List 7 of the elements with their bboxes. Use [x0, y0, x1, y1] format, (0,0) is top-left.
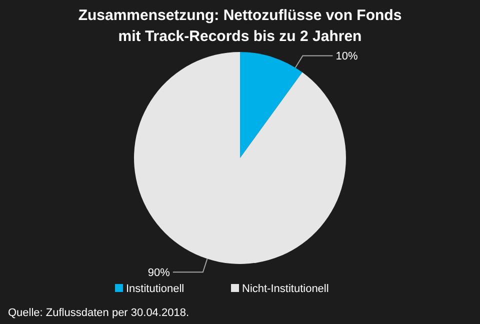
legend-label: Institutionell [126, 283, 184, 295]
pie-slice [240, 52, 302, 158]
data-label: 10% [336, 50, 358, 63]
source-note: Quelle: Zuflussdaten per 30.04.2018. [8, 307, 190, 319]
data-label: 90% [148, 267, 170, 280]
legend-label: Nicht-Institutionell [242, 283, 329, 295]
chart-title: Zusammensetzung: Nettozuflüsse von Fonds mit Track-Records bis zu 2 Jahren [78, 7, 402, 45]
